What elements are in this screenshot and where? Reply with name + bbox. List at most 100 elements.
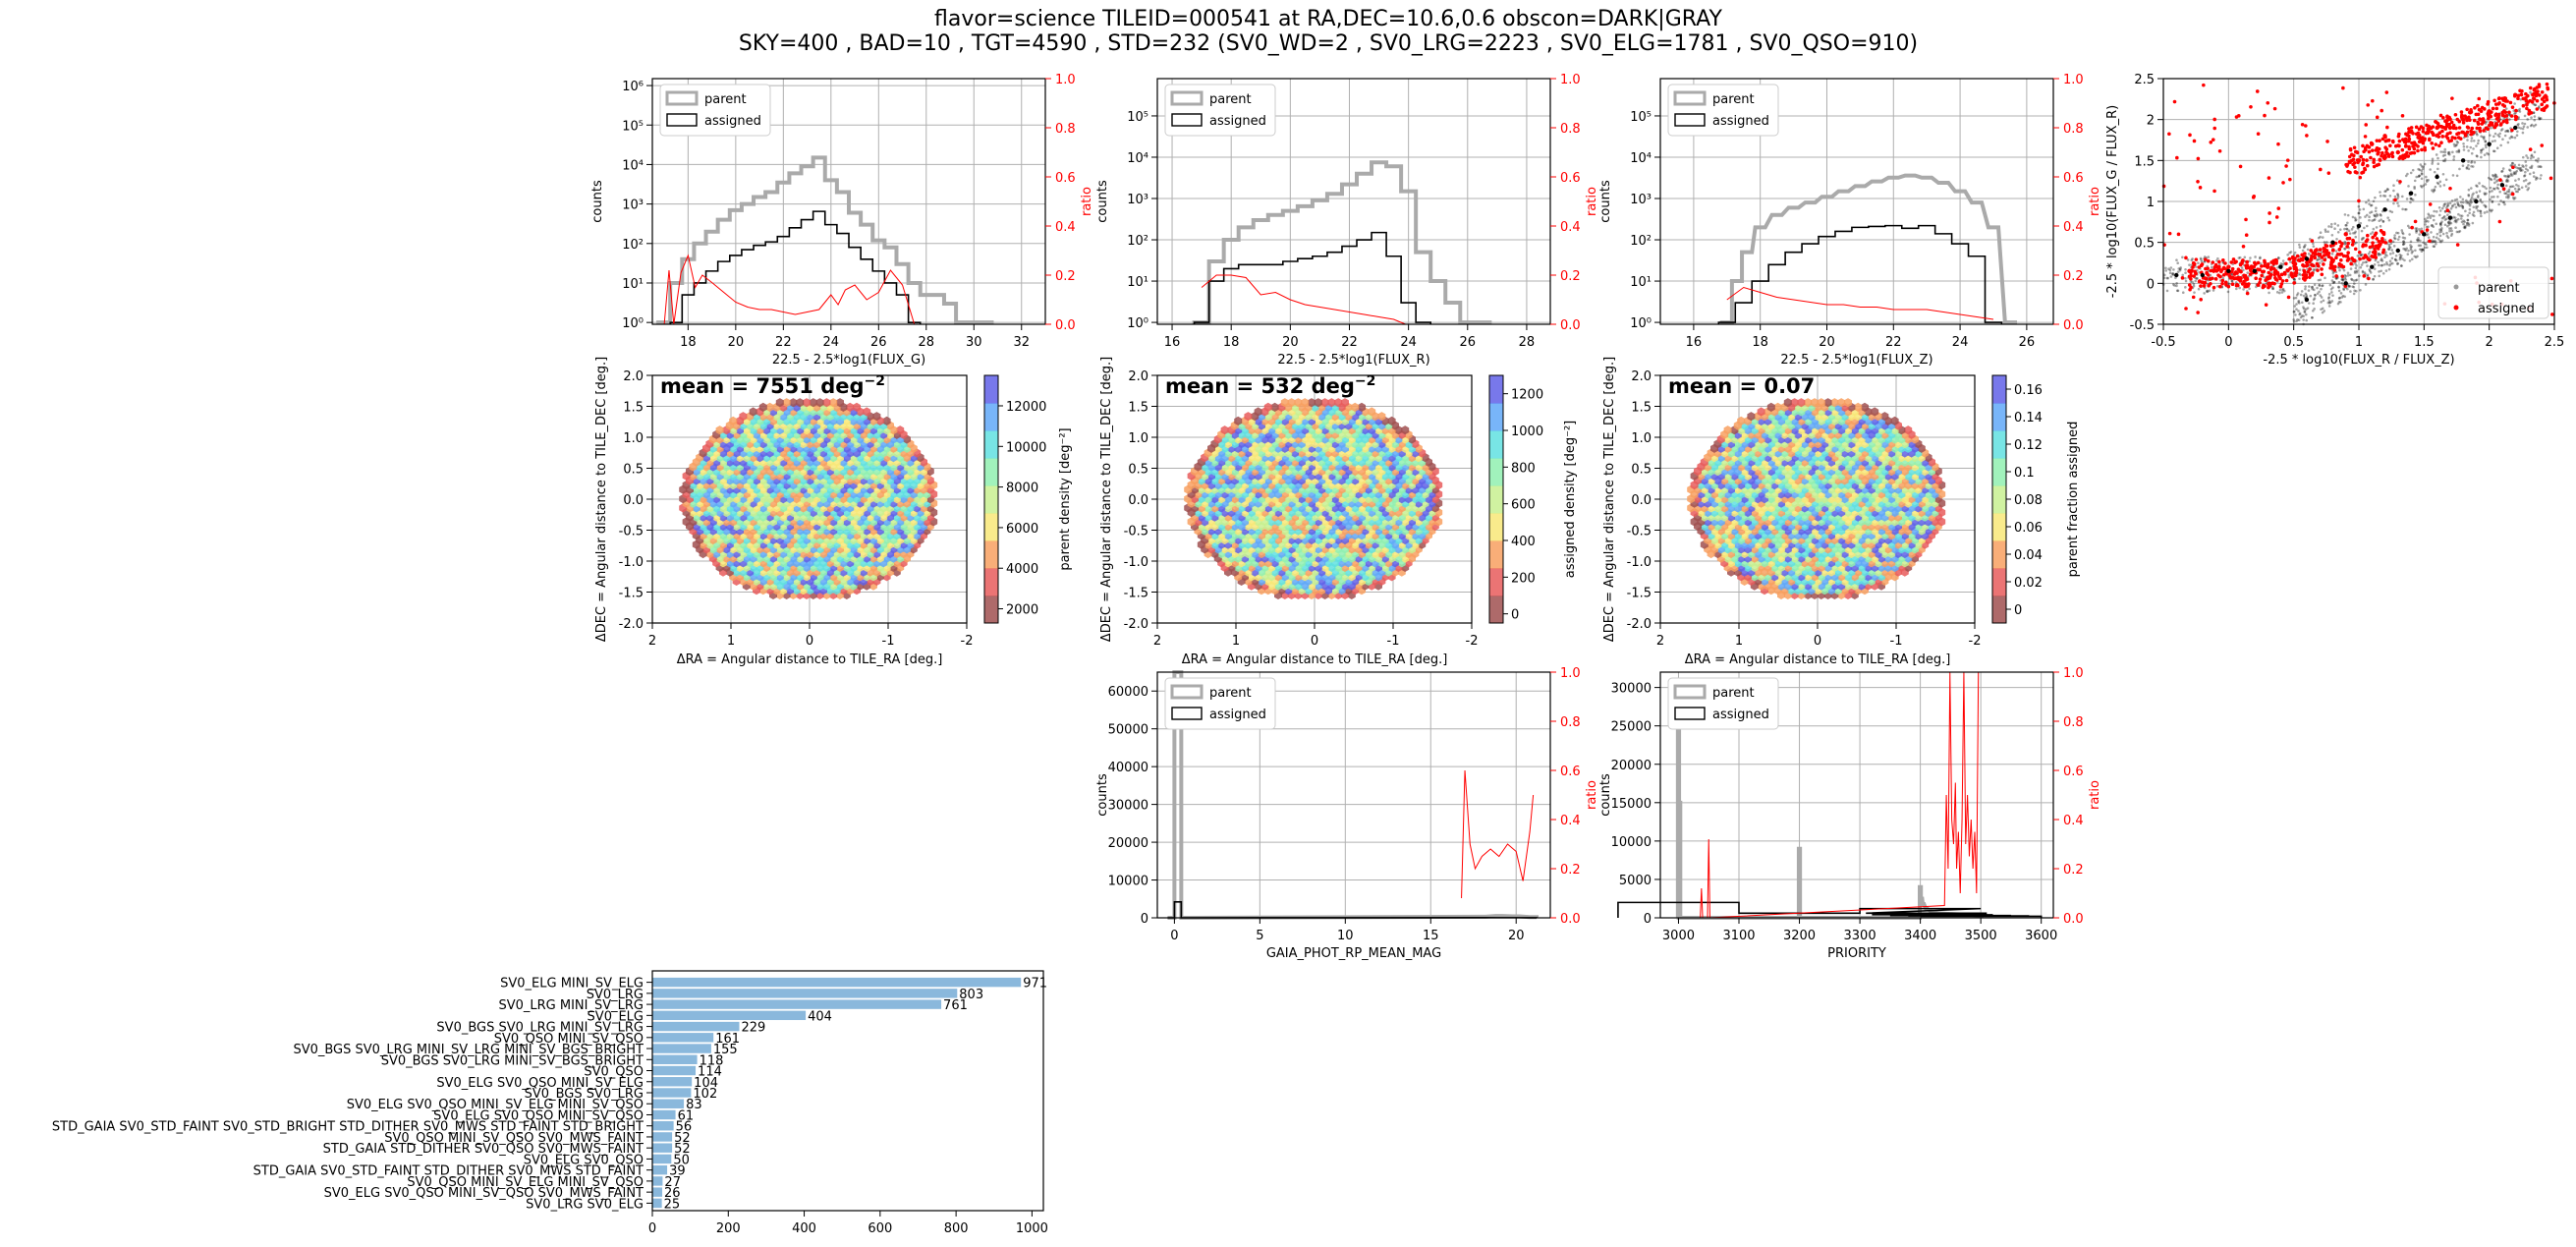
parent-point (2466, 200, 2470, 203)
assigned-point (2402, 155, 2407, 160)
parent-point (2409, 171, 2413, 175)
parent-point (2418, 168, 2422, 172)
parent-point (2295, 303, 2298, 306)
assigned-point (2375, 139, 2380, 142)
parent-point (2424, 242, 2427, 246)
parent-point (2403, 207, 2407, 211)
parent-point (2484, 205, 2488, 208)
series-parent-point (2370, 264, 2375, 269)
y-tick-label: 10⁰ (1127, 316, 1148, 331)
parent-point (2212, 289, 2215, 292)
parent-point (2506, 129, 2509, 133)
parent-point (2277, 256, 2280, 260)
parent-point (2452, 155, 2456, 158)
parent-point (2346, 213, 2350, 217)
parent-point (2321, 284, 2324, 288)
parent-point (2354, 261, 2357, 265)
parent-point (2410, 252, 2414, 255)
assigned-point (2211, 260, 2215, 264)
parent-point (2308, 285, 2311, 288)
parent-point (2513, 197, 2517, 199)
y-tick-label: 0.5 (623, 463, 644, 478)
parent-point (2508, 185, 2512, 189)
legend-parent-label: parent (1209, 92, 1252, 107)
assigned-point (2332, 268, 2337, 272)
assigned-point (2309, 249, 2314, 253)
parent-point (2467, 160, 2470, 163)
parent-point (2484, 204, 2488, 208)
parent-point (2519, 166, 2523, 170)
assigned-point (2339, 257, 2343, 262)
assigned-point (2286, 268, 2290, 273)
parent-point (2460, 203, 2463, 207)
sky-assigned-density-panel: 2 1 0 -1 -2-2.0-1.5-1.0-0.50.00.51.01.52.0ΔR… (1099, 357, 1578, 667)
assigned-point (2194, 271, 2198, 275)
parent-point (2524, 170, 2527, 174)
assigned-point (2322, 250, 2326, 254)
y-tick-label: -1.0 (619, 555, 644, 570)
parent-point (2313, 268, 2317, 271)
assigned-point (2403, 144, 2408, 148)
parent-point (2368, 269, 2372, 273)
parent-point (2472, 210, 2476, 214)
assigned-point (2348, 147, 2353, 152)
parent-point (2427, 212, 2431, 216)
parent-point (2514, 171, 2517, 174)
assigned-point (2424, 131, 2429, 136)
parent-point (2491, 140, 2494, 143)
assigned-point (2513, 117, 2518, 122)
parent-point (2524, 160, 2528, 163)
parent-point (2467, 224, 2471, 227)
assigned-point (2309, 257, 2314, 262)
parent-point (2477, 139, 2481, 142)
parent-point (2171, 272, 2174, 275)
parent-point (2475, 144, 2478, 147)
colorbar-segment (984, 485, 998, 514)
parent-point (2433, 209, 2436, 213)
parent-point (2521, 131, 2525, 135)
assigned-point (2363, 146, 2368, 151)
parent-point (2466, 139, 2469, 142)
assigned-point (2428, 239, 2432, 244)
parent-point (2344, 242, 2347, 246)
parent-point (2446, 203, 2450, 207)
parent-point (2501, 167, 2505, 170)
parent-point (2521, 127, 2525, 131)
parent-point (2453, 219, 2457, 223)
parent-point (2494, 173, 2497, 177)
parent-point (2511, 161, 2514, 165)
parent-point (2375, 214, 2378, 218)
x-tick-label: 0.5 (2283, 335, 2304, 350)
parent-point (2510, 136, 2514, 140)
assigned-point (2367, 149, 2372, 154)
parent-point (2326, 230, 2329, 234)
parent-point (2322, 299, 2325, 303)
parent-point (2288, 252, 2291, 255)
assigned-point (2455, 117, 2460, 122)
assigned-point (2400, 147, 2405, 152)
assigned-point (2217, 284, 2222, 289)
assigned-point (2196, 156, 2201, 161)
assigned-point (2463, 132, 2468, 136)
parent-point (2456, 202, 2460, 206)
parent-point (2355, 278, 2359, 282)
parent-point (2380, 259, 2384, 262)
parent-point (2379, 195, 2382, 198)
parent-point (2476, 209, 2480, 212)
parent-point (2467, 222, 2471, 226)
parent-point (2403, 258, 2406, 262)
parent-point (2496, 187, 2500, 191)
assigned-point (2466, 126, 2471, 130)
parent-point (2296, 318, 2299, 321)
parent-point (2482, 136, 2485, 139)
parent-point (2331, 281, 2335, 285)
parent-point (2298, 246, 2302, 249)
parent-point (2281, 259, 2285, 262)
parent-point (2519, 169, 2523, 172)
parent-point (2295, 294, 2299, 297)
parent-point (2532, 111, 2536, 115)
parent-point (2442, 202, 2446, 206)
parent-point (2426, 233, 2430, 236)
parent-point (2438, 180, 2442, 184)
assigned-point (2379, 229, 2383, 233)
